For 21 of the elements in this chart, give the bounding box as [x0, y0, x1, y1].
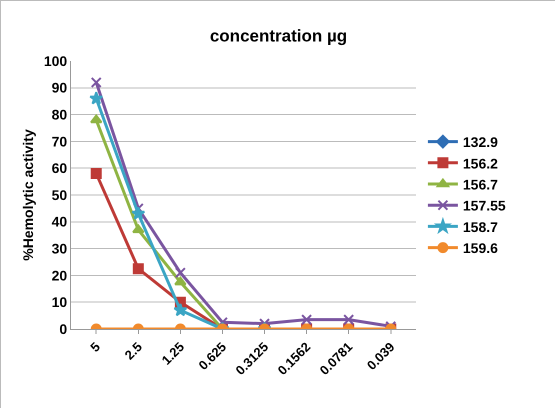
y-tick-label: 10: [52, 294, 68, 310]
x-tick-label: 5: [87, 339, 103, 355]
legend-label: 157.55: [462, 198, 506, 214]
legend-label: 132.9: [462, 134, 498, 150]
y-tick-label: 60: [52, 160, 68, 176]
chart-title: concentration µg: [210, 26, 348, 46]
x-tick-label: 2.5: [122, 339, 146, 363]
legend-label: 159.6: [462, 240, 498, 256]
legend-label: 156.7: [462, 176, 498, 192]
y-tick-label: 0: [59, 320, 68, 337]
y-tick-label: 80: [52, 106, 68, 122]
y-tick-label: 20: [52, 267, 68, 284]
y-tick-label: 50: [52, 186, 68, 203]
legend-label: 158.7: [462, 218, 498, 235]
y-tick-label: 40: [52, 214, 68, 230]
y-tick-label: 90: [52, 80, 68, 96]
y-axis-title: %Hemolytic activity: [20, 129, 36, 261]
y-tick-label: 70: [52, 133, 68, 150]
y-tick-label: 30: [52, 240, 68, 256]
legend-label: 156.2: [462, 155, 498, 172]
y-tick-label: 100: [44, 52, 68, 69]
